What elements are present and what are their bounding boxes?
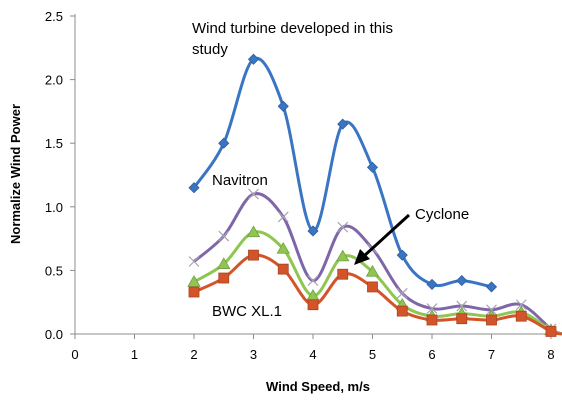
- data-point: [307, 299, 319, 311]
- y-tick-label: 1.5: [45, 136, 63, 151]
- x-tick-label: 1: [131, 347, 138, 362]
- annotation-bwc: BWC XL.1: [212, 303, 282, 320]
- data-point: [188, 256, 200, 267]
- data-point: [277, 211, 289, 223]
- annotation-line: BWC XL.1: [212, 303, 282, 320]
- series-line: [193, 253, 562, 336]
- data-point: [426, 278, 438, 290]
- x-tick-label: 4: [309, 347, 316, 362]
- annotation-line: Navitron: [212, 172, 268, 189]
- data-point: [188, 286, 200, 298]
- data-point: [396, 249, 408, 261]
- data-point: [277, 100, 289, 112]
- annotation-navitron: Navitron: [212, 172, 268, 189]
- y-tick-label: 2.5: [45, 9, 63, 24]
- data-point: [456, 313, 468, 325]
- x-ticks: 0 1 2 3 4 5 6 7 8: [71, 334, 555, 362]
- data-point: [337, 118, 349, 130]
- series-square: [188, 249, 562, 337]
- data-point: [396, 287, 408, 299]
- data-point: [456, 300, 468, 312]
- y-tick-label: 0.0: [45, 327, 63, 342]
- x-tick-label: 2: [190, 347, 197, 362]
- data-point: [217, 257, 231, 269]
- annotation-line: Cyclone: [415, 206, 469, 223]
- data-point: [248, 249, 259, 261]
- axes: [74, 14, 562, 335]
- x-axis-title: Wind Speed, m/s: [266, 379, 370, 394]
- data-point: [246, 225, 261, 238]
- data-point: [248, 188, 259, 200]
- data-point: [218, 137, 230, 149]
- y-ticks: 0.0 0.5 1.0 1.5 2.0 2.5: [45, 9, 75, 342]
- x-tick-label: 7: [488, 347, 495, 362]
- data-point: [276, 241, 290, 254]
- data-point: [486, 314, 497, 326]
- data-point: [277, 263, 289, 275]
- data-point: [218, 272, 230, 284]
- data-point: [367, 281, 378, 293]
- annotation-study: Wind turbine developed in this study: [192, 20, 393, 58]
- data-point: [515, 299, 527, 311]
- data-point: [188, 182, 200, 194]
- data-point: [218, 230, 230, 242]
- series-line: [193, 192, 562, 336]
- y-tick-label: 2.0: [45, 73, 63, 88]
- data-point: [365, 264, 380, 277]
- series-layer: [187, 53, 562, 337]
- data-point: [396, 305, 408, 317]
- y-tick-label: 0.5: [45, 263, 63, 278]
- data-point: [366, 161, 379, 173]
- data-point: [307, 275, 319, 287]
- data-point: [485, 281, 498, 293]
- series-x: [188, 188, 562, 336]
- y-tick-label: 1.0: [45, 200, 63, 215]
- data-point: [336, 249, 350, 262]
- x-tick-label: 6: [428, 347, 435, 362]
- data-point: [187, 275, 201, 287]
- x-tick-label: 5: [369, 347, 376, 362]
- annotation-line: study: [192, 41, 228, 58]
- data-point: [426, 303, 438, 314]
- annotation-cyclone: Cyclone: [415, 206, 469, 223]
- data-point: [426, 314, 438, 326]
- data-point: [545, 326, 557, 337]
- x-tick-label: 3: [250, 347, 257, 362]
- data-point: [456, 275, 468, 287]
- data-point: [337, 221, 349, 233]
- data-point: [307, 225, 319, 237]
- data-point: [515, 310, 527, 322]
- y-axis-title: Normalize Wind Power: [8, 104, 23, 244]
- data-point: [337, 268, 349, 280]
- x-tick-label: 0: [71, 347, 78, 362]
- x-tick-label: 8: [547, 347, 554, 362]
- annotation-line: Wind turbine developed in this: [192, 20, 393, 37]
- series-diamond: [188, 53, 498, 293]
- annotations: Wind turbine developed in this study Navi…: [192, 20, 469, 320]
- data-point: [247, 53, 260, 65]
- cyclone-arrow: [354, 213, 411, 265]
